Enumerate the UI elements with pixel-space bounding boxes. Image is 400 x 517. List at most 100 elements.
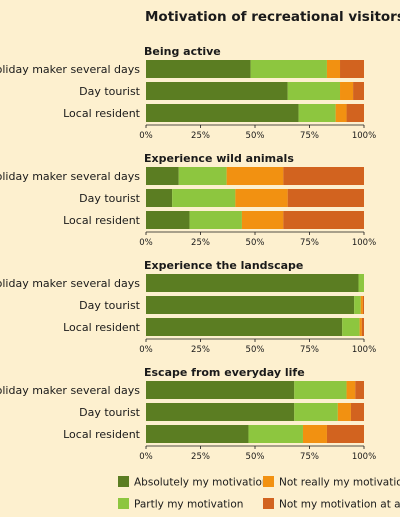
x-tick-label: 75% xyxy=(300,238,319,248)
bar-segment-partly xyxy=(294,381,347,399)
category-label: Local resident xyxy=(63,428,141,441)
legend-item-partly: Partly my motivation xyxy=(118,498,243,511)
x-tick-label: 100% xyxy=(352,131,376,141)
bar-segment-not-really xyxy=(359,318,362,336)
x-tick-label: 100% xyxy=(352,238,376,248)
bar-segment-absolutely xyxy=(146,381,295,399)
category-label: Local resident xyxy=(63,321,141,334)
legend-item-absolutely: Absolutely my motivation xyxy=(118,476,269,489)
panel-being-active: Being active Holiday maker several days Da… xyxy=(0,45,376,141)
bar-segment-absolutely xyxy=(146,296,355,314)
panel-title: Being active xyxy=(144,45,221,58)
x-tick-label: 50% xyxy=(246,345,265,355)
bar-segment-not-really xyxy=(235,189,288,207)
bar-segment-not-really xyxy=(302,425,327,443)
bar-segment-absolutely xyxy=(146,425,249,443)
x-tick-label: 50% xyxy=(246,238,265,248)
bar-segment-partly xyxy=(178,167,227,185)
bar-segment-absolutely xyxy=(146,104,299,122)
x-tick-label: 75% xyxy=(300,345,319,355)
panel-escape-from-everyday-life: Escape from everyday life Holiday maker s… xyxy=(0,366,376,462)
bar-segment-not-at-all xyxy=(340,60,364,78)
x-tick-label: 25% xyxy=(191,452,210,462)
bar-segment-not-really xyxy=(241,211,284,229)
x-tick-label: 25% xyxy=(191,345,210,355)
bar-segment-not-really xyxy=(346,381,356,399)
category-label: Holiday maker several days xyxy=(0,63,140,76)
bar-segment-absolutely xyxy=(146,189,173,207)
x-tick-label: 100% xyxy=(352,452,376,462)
bar-segment-not-at-all xyxy=(350,403,364,421)
bar-segment-partly xyxy=(287,82,341,100)
bar-segment-not-at-all xyxy=(287,189,364,207)
panel-title: Escape from everyday life xyxy=(144,366,305,379)
x-tick-label: 0% xyxy=(139,345,153,355)
x-tick-label: 0% xyxy=(139,131,153,141)
bar-segment-not-really xyxy=(326,60,341,78)
legend-swatch xyxy=(263,476,274,487)
bar-segment-partly xyxy=(298,104,336,122)
x-tick-label: 25% xyxy=(191,131,210,141)
bar-segment-not-really xyxy=(335,104,347,122)
category-label: Holiday maker several days xyxy=(0,277,140,290)
x-tick-label: 0% xyxy=(139,452,153,462)
bar-segment-absolutely xyxy=(146,211,190,229)
bar-segment-partly xyxy=(342,318,360,336)
category-label: Local resident xyxy=(63,214,141,227)
category-label: Day tourist xyxy=(79,406,141,419)
bar-segment-partly xyxy=(172,189,236,207)
legend-item-not-really: Not really my motivation xyxy=(263,476,400,489)
x-tick-label: 50% xyxy=(246,452,265,462)
legend-swatch xyxy=(118,476,129,487)
category-label: Local resident xyxy=(63,107,141,120)
bar-segment-partly xyxy=(294,403,338,421)
bar-segment-absolutely xyxy=(146,167,179,185)
x-tick-label: 100% xyxy=(352,345,376,355)
bar-segment-partly xyxy=(354,296,361,314)
legend-item-not-at-all: Not my motivation at all xyxy=(263,498,400,511)
bar-segment-absolutely xyxy=(146,82,288,100)
bar-segment-partly xyxy=(250,60,327,78)
x-tick-label: 50% xyxy=(246,131,265,141)
panel-title: Experience wild animals xyxy=(144,152,294,165)
bar-segment-absolutely xyxy=(146,60,251,78)
bar-segment-absolutely xyxy=(146,274,359,292)
bar-segment-not-at-all xyxy=(346,104,364,122)
category-label: Day tourist xyxy=(79,299,141,312)
bar-segment-partly xyxy=(248,425,303,443)
legend-label: Not my motivation at all xyxy=(279,499,400,511)
category-label: Holiday maker several days xyxy=(0,170,140,183)
bar-segment-not-at-all xyxy=(283,211,364,229)
bar-segment-not-at-all xyxy=(283,167,364,185)
legend-label: Not really my motivation xyxy=(279,477,400,489)
category-label: Day tourist xyxy=(79,192,141,205)
category-label: Holiday maker several days xyxy=(0,384,140,397)
legend-label: Absolutely my motivation xyxy=(134,477,269,489)
category-label: Day tourist xyxy=(79,85,141,98)
x-tick-label: 75% xyxy=(300,131,319,141)
bar-segment-not-at-all xyxy=(353,82,364,100)
bar-segment-not-really xyxy=(337,403,351,421)
bar-segment-not-really xyxy=(226,167,284,185)
panel-title: Experience the landscape xyxy=(144,259,303,272)
panel-experience-the-landscape: Experience the landscape Holiday maker se… xyxy=(0,259,376,355)
panel-experience-wild-animals: Experience wild animals Holiday maker sev… xyxy=(0,152,376,248)
bar-segment-not-at-all xyxy=(355,381,364,399)
legend-swatch xyxy=(263,498,274,509)
bar-segment-partly xyxy=(189,211,242,229)
x-tick-label: 0% xyxy=(139,238,153,248)
bar-segment-absolutely xyxy=(146,403,295,421)
legend-swatch xyxy=(118,498,129,509)
bar-segment-not-at-all xyxy=(326,425,364,443)
legend-label: Partly my motivation xyxy=(134,499,243,511)
x-tick-label: 75% xyxy=(300,452,319,462)
x-tick-label: 25% xyxy=(191,238,210,248)
bar-segment-not-at-all xyxy=(361,318,364,336)
bar-segment-not-at-all xyxy=(362,296,364,314)
bar-segment-absolutely xyxy=(146,318,343,336)
bar-segment-not-really xyxy=(360,296,363,314)
bar-segment-partly xyxy=(358,274,364,292)
chart-title: Motivation of recreational visitors xyxy=(145,9,400,25)
